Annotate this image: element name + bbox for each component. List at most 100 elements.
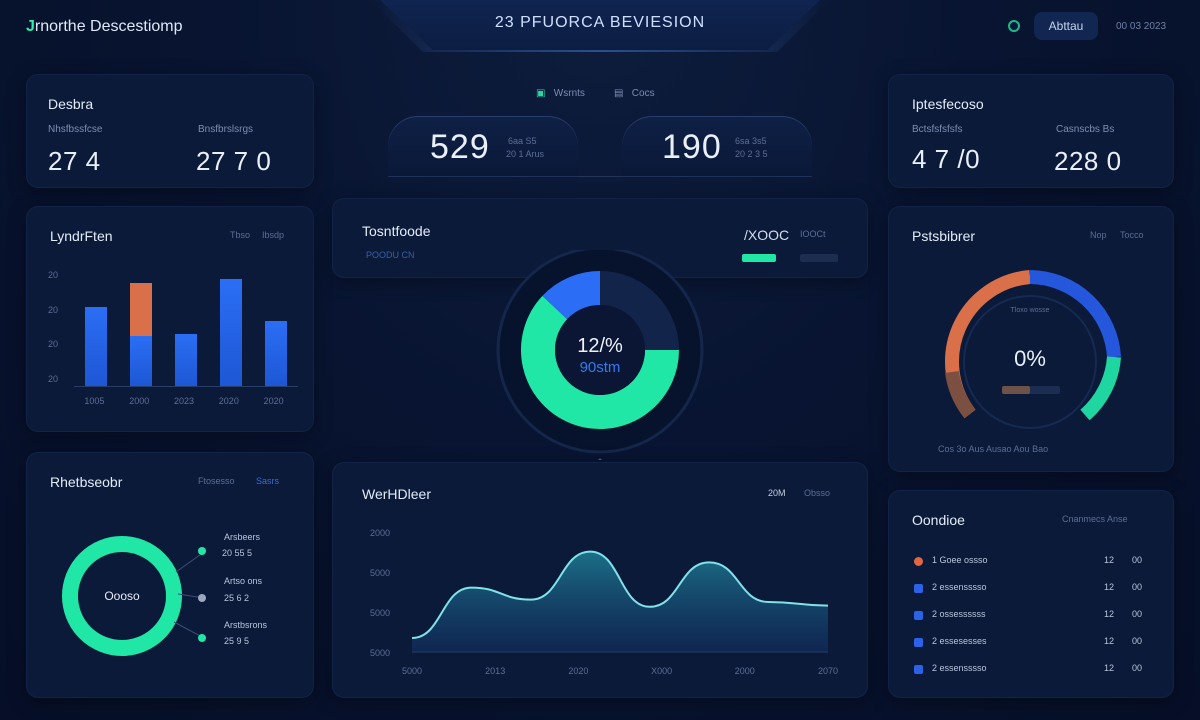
rank-label: 2 essesesses (932, 636, 987, 646)
kpi-sub: 6aa S5 (508, 136, 537, 146)
bar[interactable] (219, 278, 242, 386)
ranking-row[interactable]: 1 Goee ossso 12 00 (912, 554, 1152, 570)
donut-slice-blue[interactable] (542, 271, 601, 320)
legend-item[interactable]: Nop (1090, 230, 1107, 240)
doc-icon: ▤ (614, 88, 624, 99)
legend-item[interactable]: Tocco (1120, 230, 1144, 240)
legend-item[interactable]: 20M (768, 488, 786, 498)
page-title: 23 PFUORCA BEVIESION (494, 14, 706, 31)
legend-value: /XOOC (744, 227, 790, 243)
ranking-panel: Oondioe Cnanmecs Anse 1 Goee ossso 12 00 2 … (888, 490, 1174, 698)
x-tick-label: 2023 (174, 396, 195, 406)
kpi-value: 190 (662, 128, 722, 166)
legend-item[interactable]: Ftosesso (198, 476, 235, 486)
kpi-divider (388, 176, 812, 177)
y-tick-label: 5000 (370, 568, 390, 578)
bar[interactable] (264, 320, 287, 386)
donut-hole (555, 305, 645, 395)
stat-label: Nhsfbssfcse (48, 124, 103, 135)
legend-item[interactable]: Tbso (230, 230, 251, 240)
leader-dot (198, 547, 206, 555)
ranking-row[interactable]: 2 ossessssss 12 00 (912, 608, 1152, 624)
ring-item-value: 25 6 2 (224, 593, 250, 603)
status-dot-icon[interactable] (1008, 20, 1020, 32)
x-tick-label: 2020 (263, 396, 284, 406)
rank-value: 00 (1132, 636, 1143, 646)
grid-icon: ▣ (536, 88, 546, 99)
ring-chart: Oooso (62, 536, 206, 656)
panel-title: LyndrFten (50, 228, 113, 244)
bar[interactable] (175, 334, 197, 386)
legend-swatch-green (742, 254, 776, 262)
ring-item-label: Arsbeers (224, 532, 261, 542)
legend-item[interactable]: Ibsdp (262, 230, 285, 240)
kpi-sub: 20 1 Arus (506, 149, 545, 159)
ranking-row[interactable]: 2 essensssso 12 00 (912, 581, 1152, 597)
gauge-fill (1002, 386, 1030, 394)
bar[interactable] (85, 306, 108, 386)
brand-text: rnorthe Descestiomp (34, 18, 183, 35)
ring-panel: Rhetbseobr Ftosesso Sasrs Oooso Arsbeers… (26, 452, 314, 698)
x-tick-label: 5000 (402, 666, 422, 676)
y-tick-label: 20 (48, 304, 59, 315)
rank-label: 2 essensssso (932, 663, 987, 673)
leader-dot (198, 594, 206, 602)
gauge-inner-ring (963, 295, 1097, 429)
stat-value: 228 0 (1054, 146, 1122, 176)
header-action-button[interactable]: Abttau (1034, 12, 1098, 40)
rank-value: 12 (1104, 582, 1115, 592)
rank-value: 00 (1132, 582, 1143, 592)
x-tick-label: 2000 (735, 666, 755, 676)
ranking-row[interactable]: 2 essensssso 12 00 (912, 662, 1152, 678)
kpi-sub: 20 2 3 5 (735, 149, 768, 159)
stat-label: Bnsfbrslsrgs (198, 124, 254, 135)
gauge-footer: Cos 3o Aus Ausao Aou Bao (938, 444, 1049, 454)
area-line (411, 550, 829, 639)
top-left-stats-panel: Desbra Nhsfbssfcse Bnsfbrslsrgs 27 4 27 … (26, 74, 314, 188)
legend-label: IOOCt (800, 229, 826, 239)
area-chart: 2000 5000 5000 5000 5000 2013 2020 X000 2000 2070 (370, 528, 838, 676)
x-tick-label: 2013 (485, 666, 505, 676)
kpi-value: 529 (430, 128, 490, 166)
panel-title: Oondioe (912, 512, 965, 528)
brand-title: Jrnorthe Descestiomp (26, 18, 183, 36)
stat-value: 27 7 0 (196, 146, 272, 176)
panel-title: Iptesfecoso (912, 96, 984, 112)
y-tick-label: 2000 (370, 528, 390, 538)
y-tick-label: 20 (48, 270, 59, 280)
rank-value: 00 (1132, 609, 1143, 619)
leader-dot (198, 634, 206, 642)
gauge-value: 0% (1014, 346, 1046, 371)
donut-center-sub: 90stm (580, 359, 621, 376)
stat-label: Bctsfsfsfsfs (912, 124, 963, 135)
donut-pointer (598, 458, 602, 460)
legend-item[interactable]: Sasrs (256, 476, 280, 486)
stat-value: 27 4 (48, 146, 101, 176)
rank-value: 12 (1104, 555, 1115, 565)
kpi-tab-2[interactable]: ▤ Cocs (614, 88, 655, 99)
rank-marker-icon (914, 665, 923, 674)
rank-label: 2 essensssso (932, 582, 987, 592)
y-tick-label: 20 (48, 339, 59, 350)
y-tick-label: 20 (48, 373, 59, 384)
rank-value: 12 (1104, 636, 1115, 646)
panel-title: WerHDleer (362, 486, 431, 502)
x-tick-label: 1005 (84, 396, 105, 406)
ring-item-label: Arstbsrons (224, 620, 268, 630)
ranking-row[interactable]: 2 essesesses 12 00 (912, 635, 1152, 651)
bar[interactable] (130, 336, 153, 386)
y-tick-label: 5000 (370, 608, 390, 618)
legend-item[interactable]: Obsso (804, 488, 831, 498)
gauge-arc-green (1080, 356, 1121, 421)
kpi-tab-1[interactable]: ▣ Wsrnts (536, 88, 585, 99)
panel-title: Pstsbibrer (912, 228, 976, 244)
kpi-card-1 (388, 116, 578, 178)
ranking-header: Cnanmecs Anse (1062, 514, 1128, 524)
area-chart-panel: WerHDleer 20M Obsso 2000 5000 5000 5000 5000… (332, 462, 868, 698)
x-tick-label: 2070 (818, 666, 838, 676)
stat-value: 4 7 /0 (912, 144, 981, 174)
bar-stacked[interactable] (130, 282, 153, 337)
x-tick-label: 2020 (568, 666, 588, 676)
donut-slice-green[interactable] (521, 295, 679, 429)
bar-chart: 20 20 20 20 1005 2000 2023 2020 2020 (26, 206, 314, 432)
